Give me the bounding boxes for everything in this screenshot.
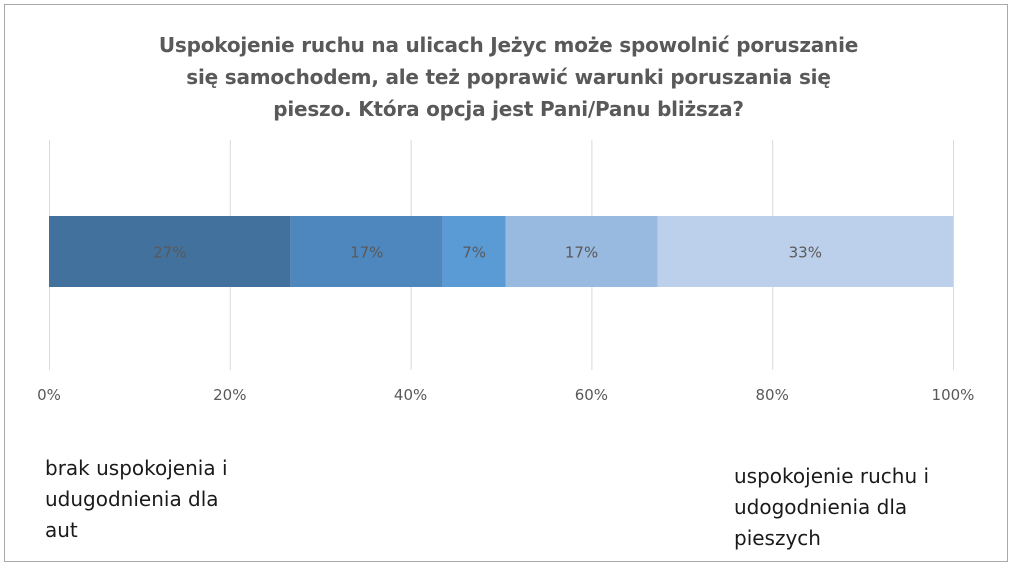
data-label-0: 27% [153, 244, 186, 262]
x-tick-label-2: 40% [394, 386, 427, 404]
chart-title-line-3: pieszo. Która opcja jest Pani/Panu bliżs… [273, 97, 744, 121]
chart-title-line-1: Uspokojenie ruchu na ulicach Jeżyc może … [158, 33, 859, 57]
data-label-2: 7% [462, 244, 486, 262]
bar-segment-1 [290, 216, 443, 287]
bar-segment-3 [505, 216, 658, 287]
data-label-1: 17% [350, 244, 383, 262]
x-tick-label-3: 60% [575, 386, 608, 404]
data-label-4: 33% [789, 244, 822, 262]
category-label-left-line-1: brak uspokojenia i [45, 456, 228, 480]
category-label-left-line-3: aut [45, 518, 78, 542]
x-tick-label-5: 100% [932, 386, 975, 404]
chart-title: Uspokojenie ruchu na ulicach Jeżyc może … [0, 0, 1017, 130]
category-label-left: brak uspokojenia i udugodnienia dla aut [45, 453, 228, 546]
category-label-right-line-3: pieszych [734, 526, 821, 550]
category-label-right: uspokojenie ruchu i udogodnienia dla pie… [734, 461, 929, 554]
category-label-left-line-2: udugodnienia dla [45, 487, 219, 511]
bar-segment-0 [49, 216, 291, 287]
x-tick-label-0: 0% [37, 386, 61, 404]
category-label-right-line-1: uspokojenie ruchu i [734, 464, 930, 488]
bar-segment-4 [657, 216, 953, 287]
category-label-right-line-2: udogodnienia dla [734, 495, 908, 519]
x-tick-label-1: 20% [213, 386, 246, 404]
data-label-3: 17% [565, 244, 598, 262]
bar-segment-2 [442, 216, 506, 287]
chart-title-line-2: się samochodem, ale też poprawić warunki… [186, 65, 831, 89]
x-tick-label-4: 80% [756, 386, 789, 404]
